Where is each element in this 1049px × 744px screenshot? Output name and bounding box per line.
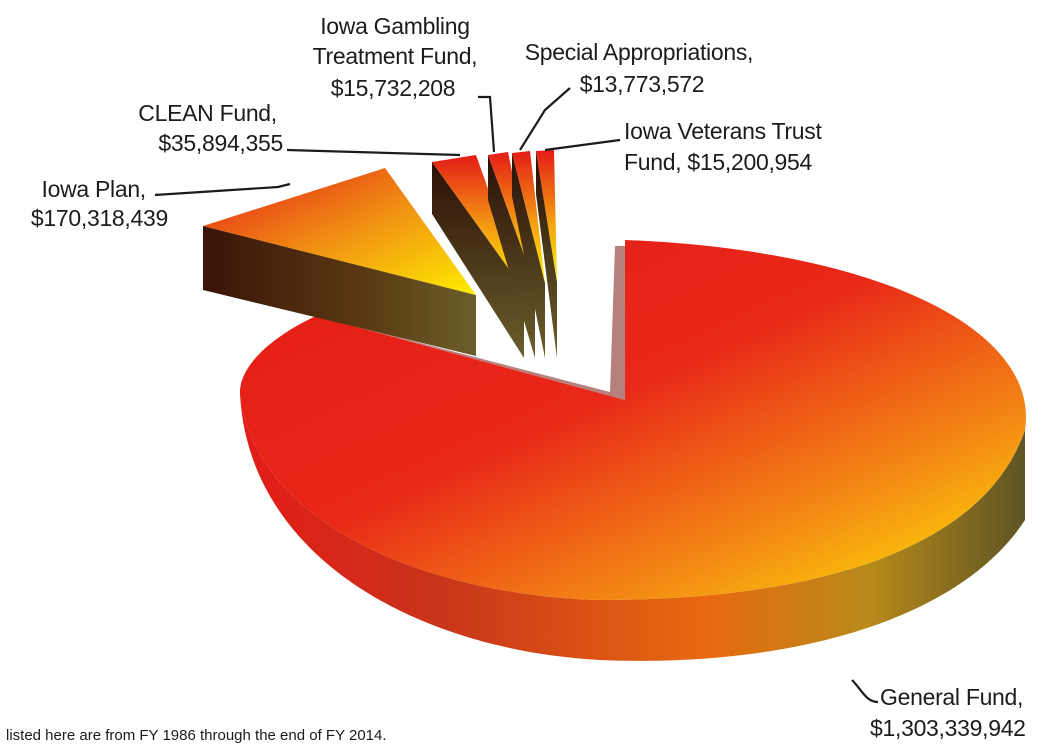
slice-special-side xyxy=(512,153,545,358)
slice-clean-fund-top xyxy=(432,155,524,290)
slice-iowa-plan xyxy=(203,168,476,356)
slice-gambling-top xyxy=(488,152,535,285)
slice-veterans-top xyxy=(536,150,557,282)
slice-iowa-plan-side xyxy=(203,226,476,356)
leader-special xyxy=(519,87,571,151)
slice-special-appropriations xyxy=(512,151,545,358)
slice-iowa-veterans-trust-fund xyxy=(536,150,557,358)
slice-iowa-plan-top xyxy=(203,168,476,295)
leader-general-fund xyxy=(851,679,879,704)
leader-iowa-plan xyxy=(154,182,291,197)
slice-general-fund xyxy=(239,240,1026,661)
slice-labels: Iowa Plan, $170,318,439 CLEAN Fund, $35,… xyxy=(31,13,1029,741)
slice-special-top xyxy=(512,151,545,283)
footnote: listed here are from FY 1986 through the… xyxy=(6,727,387,744)
label-iowa-veterans-trust-fund: Iowa Veterans Trust Fund, $15,200,954 xyxy=(624,118,828,175)
label-special-appropriations: Special Appropriations, $13,773,572 xyxy=(525,39,759,97)
slice-iowa-gambling-treatment-fund xyxy=(488,152,535,358)
label-iowa-plan: Iowa Plan, $170,318,439 xyxy=(31,176,168,231)
label-iowa-gambling-treatment-fund: Iowa Gambling Treatment Fund, $15,732,20… xyxy=(313,13,484,101)
slice-clean-fund xyxy=(432,155,524,358)
leader-clean-fund xyxy=(286,148,461,157)
slice-veterans-side xyxy=(536,151,557,358)
label-clean-fund: CLEAN Fund, $35,894,355 xyxy=(138,100,283,156)
slice-clean-fund-side xyxy=(432,162,524,358)
label-general-fund: General Fund, $1,303,339,942 xyxy=(870,684,1029,741)
leader-gambling xyxy=(478,95,496,153)
slice-gambling-side xyxy=(488,155,535,358)
slice-general-fund-top xyxy=(239,240,1026,600)
slice-general-fund-side xyxy=(240,395,1025,661)
leader-lines xyxy=(154,87,879,704)
leader-veterans xyxy=(544,138,621,152)
